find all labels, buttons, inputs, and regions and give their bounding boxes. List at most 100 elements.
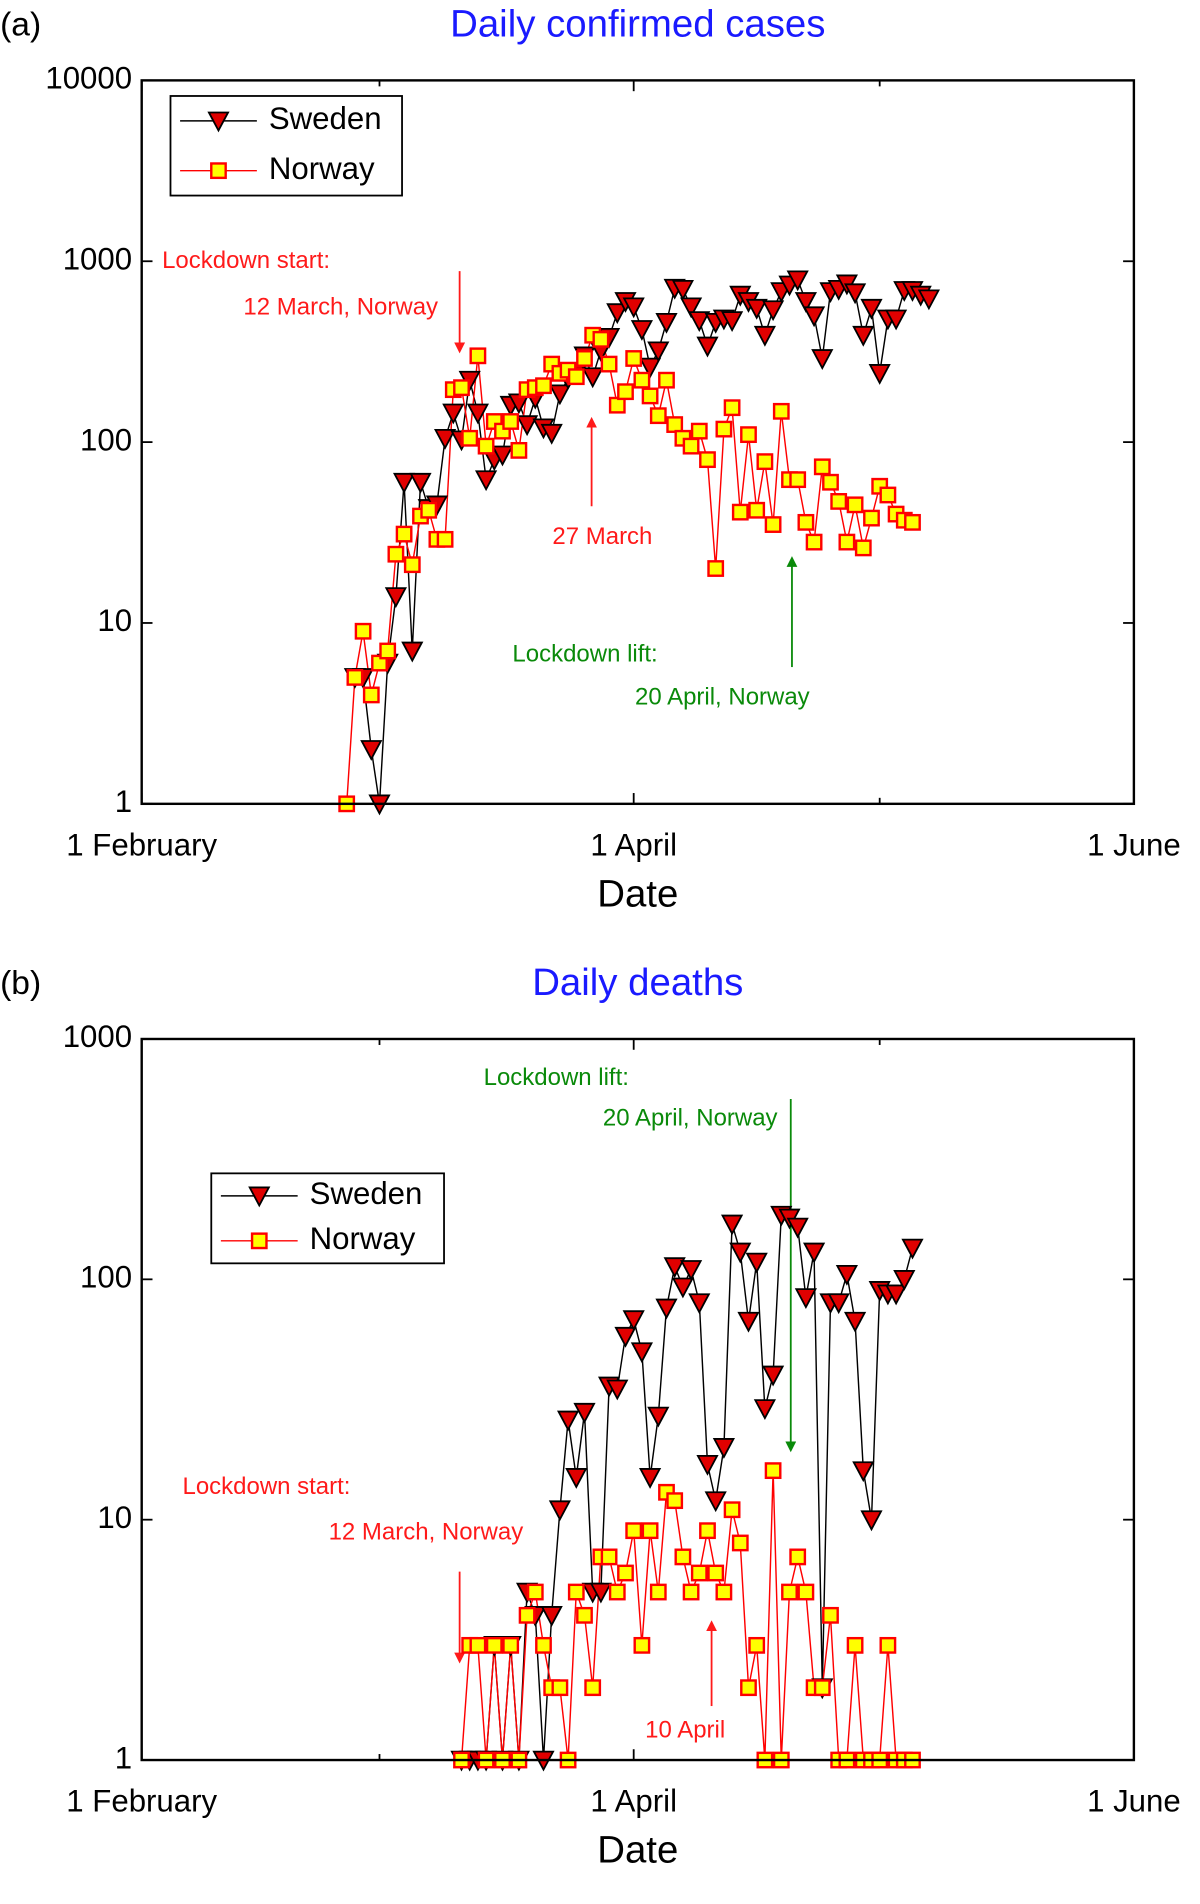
data-point (633, 371, 651, 389)
data-point (622, 1310, 645, 1332)
data-point (830, 493, 848, 510)
data-point (395, 525, 413, 543)
data-point (387, 545, 405, 563)
data-point (666, 1492, 684, 1510)
data-point (740, 1679, 757, 1697)
data-point (696, 336, 719, 358)
data-point (671, 279, 694, 301)
annotation: 12 March, Norway (329, 1519, 524, 1546)
y-tick-label: 10000 (45, 61, 132, 96)
data-point (600, 1548, 618, 1566)
data-point (666, 416, 684, 433)
data-point (622, 297, 645, 319)
data-point (838, 533, 856, 551)
annotation: 10 April (645, 1717, 725, 1744)
data-point (592, 330, 610, 348)
data-point (690, 1564, 708, 1582)
data-point (789, 471, 807, 489)
data-point (485, 1636, 503, 1654)
data-point (346, 669, 364, 686)
data-point (731, 1534, 749, 1552)
data-point (748, 501, 766, 519)
data-point (625, 1522, 643, 1540)
data-point (584, 1679, 602, 1697)
data-point (433, 428, 457, 450)
data-point (852, 325, 875, 347)
data-point (469, 347, 487, 365)
series-line (346, 334, 913, 804)
data-point (822, 473, 839, 491)
data-point (745, 1252, 768, 1274)
data-point (917, 289, 940, 311)
data-point (655, 312, 678, 334)
data-point (893, 1270, 916, 1291)
data-point (535, 377, 552, 395)
y-tick-label: 1000 (63, 1019, 132, 1054)
x-tick-label: 1 June (1087, 827, 1181, 862)
data-point (606, 303, 629, 325)
data-point (843, 283, 867, 305)
y-tick-label: 100 (80, 1260, 132, 1295)
data-point (466, 403, 489, 425)
data-point (879, 1636, 897, 1654)
data-point (663, 1257, 686, 1279)
data-point (720, 311, 744, 333)
data-point (362, 686, 380, 704)
data-point (802, 306, 826, 328)
data-point (846, 1636, 864, 1654)
data-point (729, 1242, 752, 1264)
data-point (565, 1468, 588, 1489)
data-point (641, 387, 659, 405)
data-point (567, 1583, 585, 1601)
data-point (731, 503, 749, 521)
data-point (409, 472, 432, 494)
data-point (453, 379, 470, 397)
legend-label: Sweden (269, 101, 382, 136)
data-point (802, 1242, 826, 1264)
data-point (360, 740, 383, 761)
data-point (748, 1636, 766, 1654)
data-point (704, 1491, 727, 1513)
data-point (502, 1636, 520, 1654)
data-point (540, 1606, 563, 1627)
legend-label: Norway (310, 1221, 416, 1256)
data-point (868, 364, 891, 385)
data-point (786, 1217, 809, 1239)
data-point (745, 298, 768, 320)
data-point (843, 1311, 867, 1333)
data-point (688, 311, 711, 333)
data-point (548, 1500, 571, 1522)
data-point (715, 1583, 733, 1601)
data-point (904, 513, 921, 531)
data-point (794, 1288, 817, 1310)
y-tick-label: 10 (97, 1500, 132, 1535)
data-point (403, 556, 421, 574)
data-point (540, 423, 563, 445)
data-point (556, 1410, 580, 1432)
data-point (764, 516, 782, 533)
data-point (630, 320, 653, 341)
data-point (715, 420, 733, 438)
annotation: 12 March, Norway (243, 294, 438, 321)
data-point (614, 1326, 637, 1348)
data-point (589, 1582, 612, 1604)
data-point (737, 1311, 760, 1333)
data-point (461, 429, 479, 447)
data-point (852, 1461, 875, 1483)
legend-label: Sweden (310, 1176, 423, 1211)
data-point (884, 1284, 908, 1306)
data-point (884, 309, 908, 331)
x-axis-label: Date (597, 1829, 678, 1872)
legend-marker (250, 1232, 268, 1250)
data-point (707, 1564, 725, 1582)
data-point (786, 270, 809, 292)
data-point (723, 1501, 741, 1519)
data-point (772, 402, 790, 420)
data-point (641, 1522, 659, 1540)
data-point (617, 383, 634, 401)
data-point (469, 1636, 487, 1654)
data-point (502, 413, 520, 430)
data-point (379, 642, 397, 660)
data-point (682, 1583, 700, 1601)
annotation: 27 March (552, 523, 652, 550)
